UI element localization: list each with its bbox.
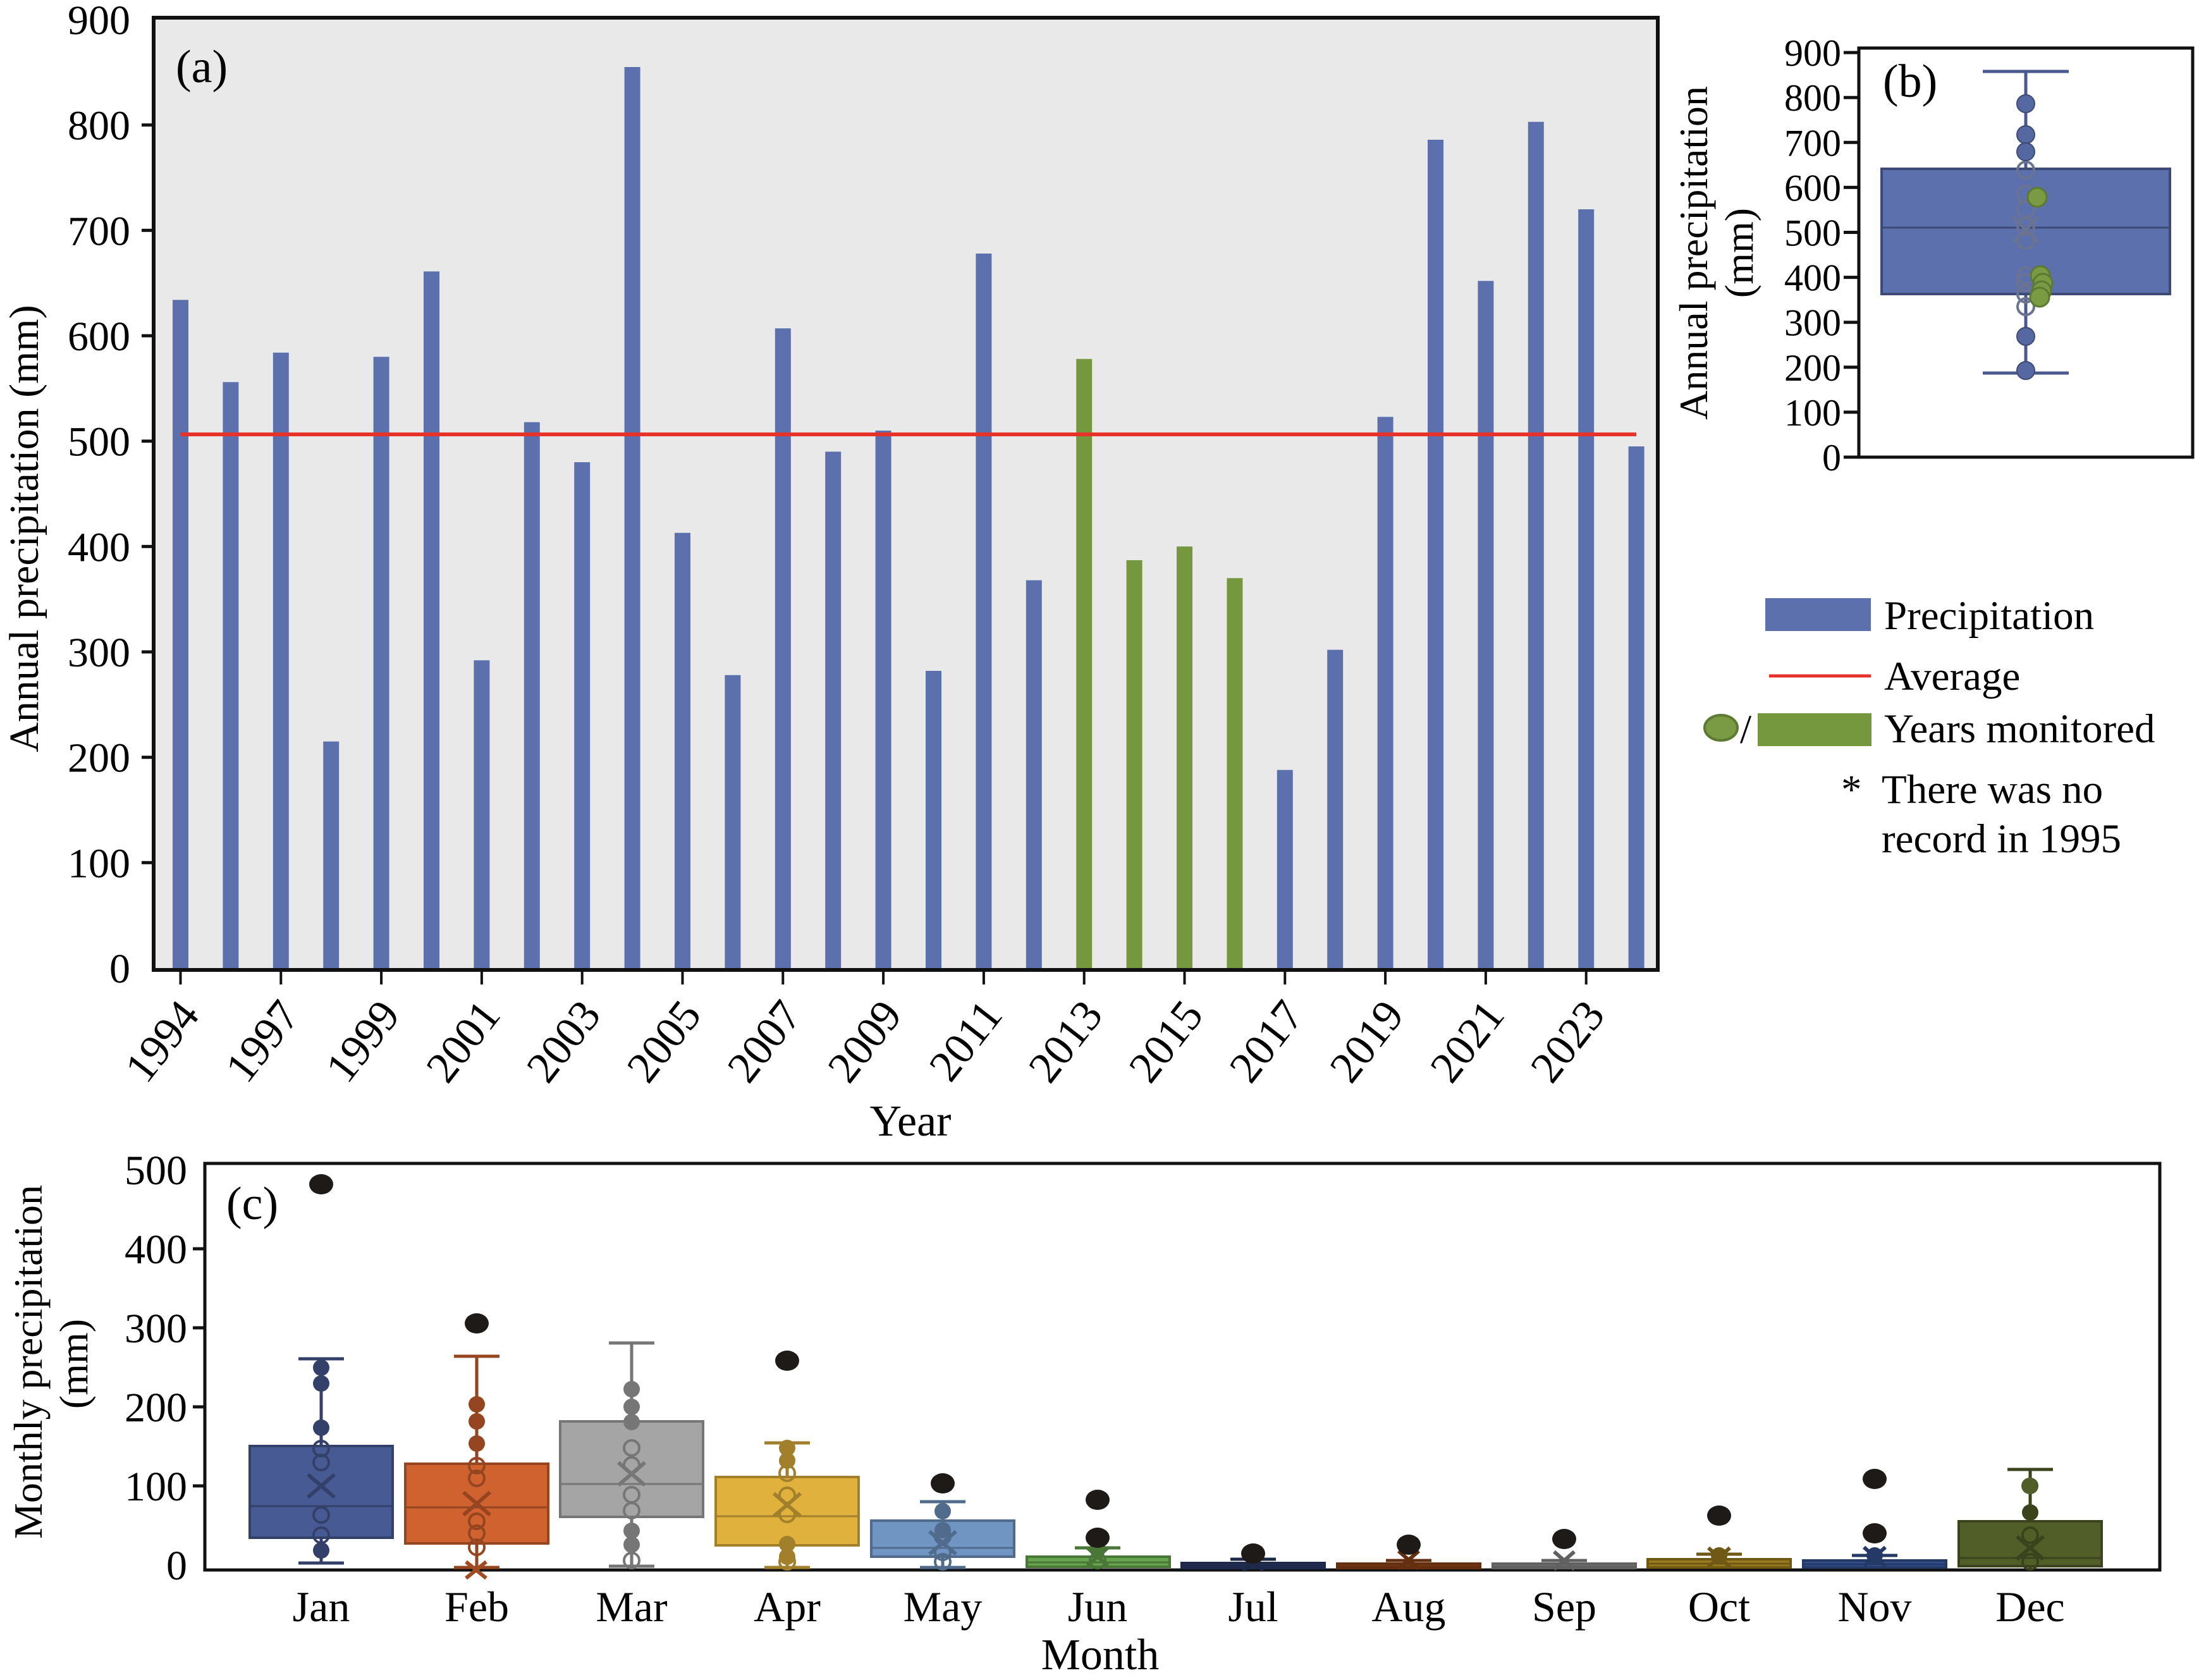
svg-text:There was no: There was no	[1882, 767, 2103, 812]
svg-text:900: 900	[68, 0, 130, 44]
svg-text:Aug: Aug	[1371, 1583, 1445, 1631]
svg-text:(c): (c)	[226, 1178, 278, 1230]
svg-text:300: 300	[125, 1306, 187, 1352]
svg-text:Years monitored: Years monitored	[1884, 706, 2155, 752]
svg-text:(a): (a)	[176, 41, 228, 93]
svg-text:Jan: Jan	[293, 1583, 350, 1631]
svg-text:Year: Year	[870, 1097, 952, 1146]
svg-text:0: 0	[109, 946, 130, 992]
svg-text:Jun: Jun	[1068, 1583, 1127, 1631]
svg-text:800: 800	[1784, 77, 1841, 119]
svg-text:(b): (b)	[1883, 56, 1937, 107]
svg-text:100: 100	[125, 1464, 187, 1510]
svg-text:0: 0	[1822, 437, 1841, 479]
svg-text:Mar: Mar	[596, 1583, 668, 1631]
svg-text:100: 100	[68, 840, 130, 886]
svg-text:Annual precipitation: Annual precipitation	[1671, 86, 1716, 420]
svg-text:Feb: Feb	[444, 1583, 509, 1631]
svg-text:*: *	[1841, 767, 1862, 812]
svg-text:500: 500	[68, 419, 130, 465]
svg-text:200: 200	[68, 735, 130, 782]
svg-text:300: 300	[68, 630, 130, 676]
svg-text:700: 700	[68, 208, 130, 254]
svg-text:Dec: Dec	[1995, 1583, 2064, 1631]
svg-text:300: 300	[1784, 302, 1841, 344]
svg-text:Annual precipitation (mm): Annual precipitation (mm)	[1, 305, 47, 752]
svg-text:400: 400	[1784, 257, 1841, 299]
svg-text:Precipitation: Precipitation	[1884, 593, 2094, 639]
svg-text:700: 700	[1784, 122, 1841, 164]
svg-text:500: 500	[125, 1148, 187, 1194]
svg-text:200: 200	[125, 1385, 187, 1431]
svg-text:(mm): (mm)	[1717, 208, 1761, 298]
svg-text:Sep: Sep	[1532, 1583, 1596, 1631]
svg-text:Oct: Oct	[1688, 1583, 1750, 1631]
svg-text:800: 800	[68, 103, 130, 149]
svg-text:600: 600	[1784, 167, 1841, 209]
svg-text:400: 400	[68, 524, 130, 570]
svg-text:0: 0	[166, 1543, 187, 1589]
svg-text:Monthly precipitation: Monthly precipitation	[6, 1185, 51, 1539]
svg-text:200: 200	[1784, 347, 1841, 389]
svg-text:100: 100	[1784, 392, 1841, 434]
svg-text:500: 500	[1784, 212, 1841, 254]
svg-text:Month: Month	[1041, 1631, 1160, 1679]
svg-text:Apr: Apr	[754, 1583, 821, 1631]
svg-text:(mm): (mm)	[51, 1319, 96, 1409]
svg-text:record in 1995: record in 1995	[1882, 816, 2121, 862]
svg-text:900: 900	[1784, 32, 1841, 74]
svg-text:/: /	[1740, 707, 1752, 752]
svg-text:600: 600	[68, 314, 130, 360]
svg-text:Average: Average	[1884, 654, 2020, 699]
svg-text:May: May	[903, 1583, 983, 1631]
svg-text:400: 400	[125, 1227, 187, 1273]
svg-text:Jul: Jul	[1228, 1583, 1278, 1631]
svg-text:Nov: Nov	[1837, 1583, 1911, 1631]
